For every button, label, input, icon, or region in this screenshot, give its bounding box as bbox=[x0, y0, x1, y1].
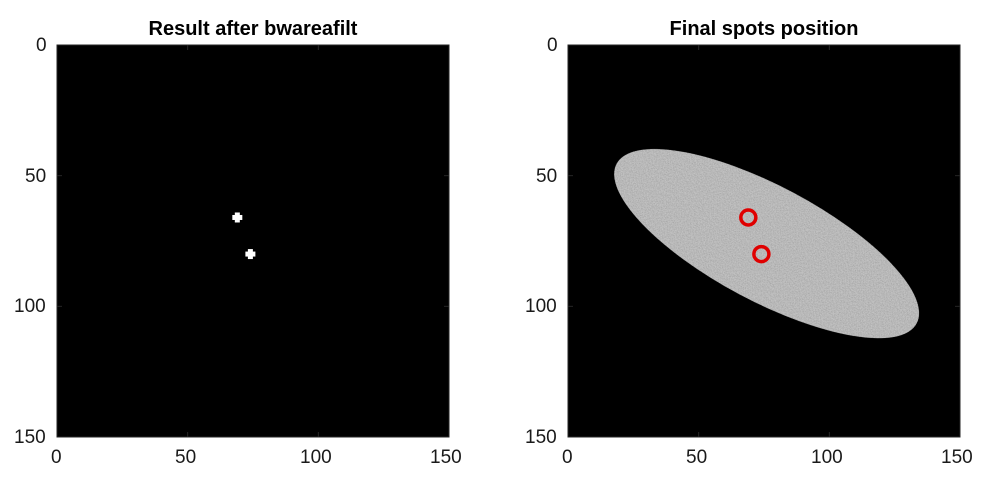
marker-circle-1 bbox=[752, 244, 771, 264]
left-ytick-50: 50 bbox=[25, 166, 47, 187]
panel-title-left: Result after bwareafilt bbox=[148, 18, 358, 40]
right-xtick-150: 150 bbox=[941, 447, 973, 468]
left-ytick-0: 0 bbox=[36, 35, 47, 56]
right-ytick-150: 150 bbox=[525, 427, 557, 448]
left-ytick-100: 100 bbox=[14, 296, 46, 317]
marker-circle-0 bbox=[739, 208, 758, 227]
right-xtick-100: 100 bbox=[811, 447, 843, 468]
axes-left bbox=[57, 45, 449, 437]
left-plot-area bbox=[56, 44, 450, 438]
spot-cross-0 bbox=[234, 212, 240, 223]
right-axes-border bbox=[567, 44, 961, 438]
left-xtick-0: 0 bbox=[51, 447, 62, 468]
left-ytick-150: 150 bbox=[14, 427, 46, 448]
right-ytick-0: 0 bbox=[547, 35, 558, 56]
left-xtick-50: 50 bbox=[175, 447, 197, 468]
right-ytick-50: 50 bbox=[536, 166, 558, 187]
right-xtick-50: 50 bbox=[686, 447, 708, 468]
ellipse-noise bbox=[614, 149, 920, 339]
left-xtick-100: 100 bbox=[300, 447, 332, 468]
panel-title-right: Final spots position bbox=[669, 18, 859, 40]
left-xtick-150: 150 bbox=[430, 447, 462, 468]
spot-cross-1 bbox=[247, 249, 253, 260]
right-ytick-100: 100 bbox=[525, 296, 557, 317]
right-xtick-0: 0 bbox=[562, 447, 573, 468]
left-axes-border bbox=[56, 44, 450, 438]
right-plot-area bbox=[567, 44, 961, 438]
